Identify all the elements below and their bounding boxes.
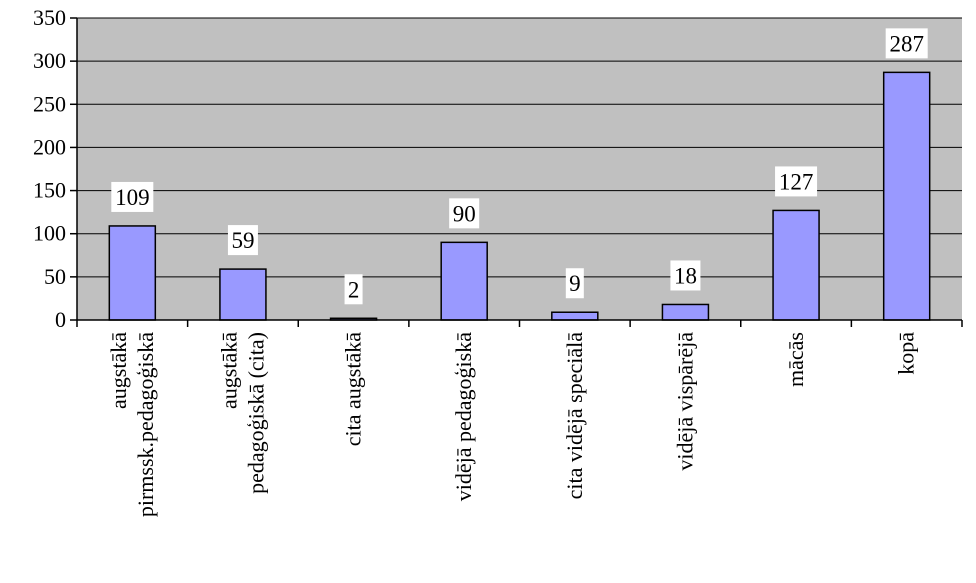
y-tick-label: 300 (33, 48, 66, 73)
y-tick-label: 200 (33, 134, 66, 159)
category-label-line: cita vidējā speciālā (562, 332, 587, 500)
category-label-line: mācās (783, 332, 808, 387)
axes (70, 17, 963, 327)
data-label: 59 (231, 228, 254, 253)
category-label: vidējā pedagoģiskā (451, 332, 476, 501)
data-label-background (227, 225, 258, 256)
data-label-background (449, 198, 480, 229)
y-tick-label: 150 (33, 178, 66, 203)
data-label-background (565, 268, 584, 299)
data-label-background (111, 181, 154, 212)
category-label: cita augstākā (341, 332, 366, 446)
y-tick-labels: 0 50 100 150 200 250 300 350 (33, 5, 66, 332)
data-label: 127 (779, 169, 814, 194)
category-label-line: kopā (894, 332, 919, 375)
category-label-line: augstākā (216, 332, 241, 409)
plot-area (77, 18, 962, 320)
category-label: augstākā pedagoģiskā (cita) (216, 332, 268, 494)
bar (108, 225, 157, 321)
category-label-line: vidējā pedagoģiskā (451, 332, 476, 501)
y-tick-label: 100 (33, 221, 66, 246)
data-labels: 109 59 2 90 9 18 127 287 (111, 28, 928, 305)
y-tick-label: 350 (33, 5, 66, 30)
bar (661, 303, 710, 321)
data-label: 18 (674, 263, 697, 288)
category-labels: augstākā pirmssk.pedagoģiskā augstākā pedag… (106, 332, 919, 517)
category-label: kopā (894, 332, 919, 375)
category-label: augstākā pirmssk.pedagoģiskā (106, 332, 158, 517)
category-label-line: cita augstākā (341, 332, 366, 446)
data-label: 90 (453, 201, 476, 226)
data-label-background (885, 28, 928, 59)
category-label-line: vidējā vispārējā (672, 332, 697, 471)
data-label: 109 (115, 185, 150, 210)
category-label-line: augstākā (106, 332, 131, 409)
data-label-background (670, 260, 701, 291)
category-label: vidējā vispārējā (672, 332, 697, 471)
bar (440, 241, 488, 321)
bar (882, 71, 931, 321)
bar (551, 311, 599, 321)
category-label-line: pedagoģiskā (cita) (243, 332, 268, 494)
bar (772, 209, 820, 321)
y-tick-label: 0 (55, 307, 66, 332)
data-label-background (344, 274, 363, 305)
bar (219, 268, 267, 321)
y-tick-label: 50 (44, 264, 66, 289)
category-label: mācās (783, 332, 808, 387)
data-label: 287 (889, 31, 924, 56)
category-label: cita vidējā speciālā (562, 332, 587, 500)
gridlines (77, 17, 962, 278)
data-label: 9 (569, 271, 581, 296)
y-tick-label: 250 (33, 91, 66, 116)
data-label: 2 (348, 277, 360, 302)
data-label-background (775, 166, 818, 197)
bars (108, 71, 931, 321)
category-label-line: pirmssk.pedagoģiskā (133, 332, 158, 517)
